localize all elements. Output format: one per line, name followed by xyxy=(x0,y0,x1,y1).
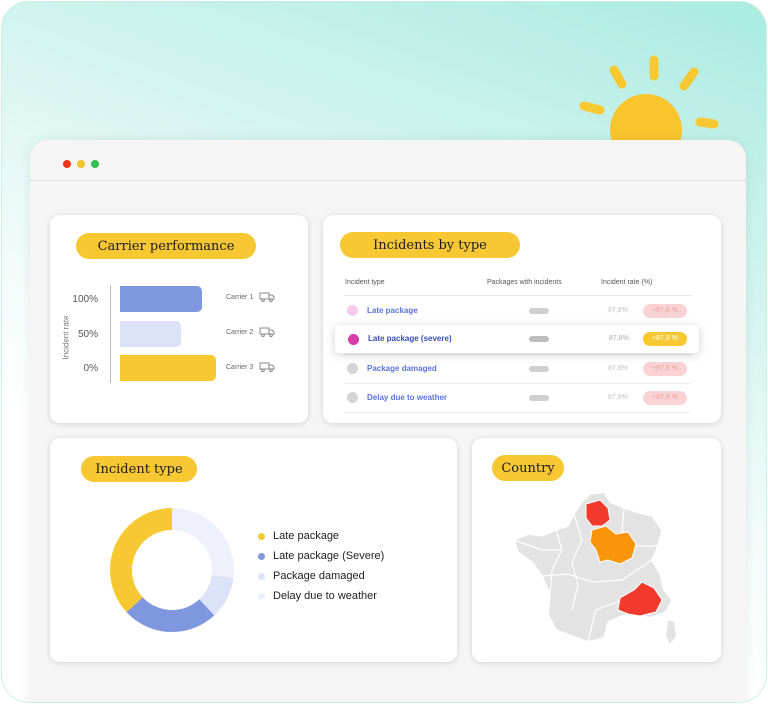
close-window-dot[interactable] xyxy=(63,160,71,168)
legend-dot xyxy=(258,572,265,580)
country-card: Country xyxy=(472,438,721,662)
legend-dot xyxy=(258,532,265,540)
legend-label: Delay due to weather xyxy=(273,590,377,602)
column-header: Incident rate (%) xyxy=(601,279,653,286)
legend-item: Late package xyxy=(258,530,339,542)
centre-val-de-loire-region xyxy=(589,525,637,565)
incident-name: Delay due to weather xyxy=(367,393,448,402)
legend-label: Late package xyxy=(273,530,340,542)
column-header: Incident type xyxy=(345,279,385,286)
incident-value: 87,8% xyxy=(608,394,628,401)
donut-slice[interactable] xyxy=(110,508,234,632)
card-title: Incidents by type xyxy=(340,232,520,258)
tick-label: 100% xyxy=(72,294,98,305)
incident-name: Late package xyxy=(367,306,418,315)
carrier-name: Carrier 3 xyxy=(226,363,254,371)
incident-name: Package damaged xyxy=(367,364,437,373)
incidents-by-type-card: Incidents by type Incident type Packages… xyxy=(323,215,721,423)
legend-dot xyxy=(258,592,265,600)
y-axis-line xyxy=(110,285,111,383)
card-title: Incident type xyxy=(81,456,197,482)
carrier-performance-card: Carrier performance Incident rate 100% 5… xyxy=(50,215,308,423)
incident-value: 87,8% xyxy=(609,335,629,342)
legend-label: Package damaged xyxy=(273,570,365,582)
incident-value: 87,8% xyxy=(608,365,628,372)
packages-placeholder xyxy=(529,336,549,342)
carrier-bar[interactable] xyxy=(120,355,216,381)
carrier-label: Carrier 1 xyxy=(226,292,275,302)
table-row[interactable]: Late package 87,8% +87,8 % xyxy=(345,297,691,326)
rate-badge: +87,8 % xyxy=(643,362,687,376)
packages-placeholder xyxy=(529,308,549,314)
france-map xyxy=(513,491,676,644)
donut-chart xyxy=(110,508,234,632)
minimize-window-dot[interactable] xyxy=(77,160,85,168)
rate-badge: +87,8 % xyxy=(643,332,687,346)
truck-icon xyxy=(259,327,275,337)
corsica-region xyxy=(666,620,676,644)
carrier-bar[interactable] xyxy=(120,286,202,312)
late-package-icon xyxy=(347,305,358,316)
carrier-label: Carrier 3 xyxy=(226,362,275,372)
highlighted-table-row[interactable]: Late package (severe) 87,8% +87,8 % xyxy=(335,325,699,353)
app-window: Carrier performance Incident rate 100% 5… xyxy=(30,140,746,702)
truck-icon xyxy=(259,362,275,372)
table-row[interactable]: Package damaged 87,8% +87,8 % xyxy=(345,355,691,384)
column-header: Packages with incidents xyxy=(487,279,562,286)
packages-placeholder xyxy=(529,366,549,372)
carrier-name: Carrier 2 xyxy=(226,328,254,336)
donut-slice[interactable] xyxy=(110,508,234,632)
tick-label: 50% xyxy=(77,329,98,340)
card-title: Country xyxy=(492,455,564,481)
legend-item: Late package (Severe) xyxy=(258,550,384,562)
header-divider xyxy=(345,295,691,296)
severe-late-package-icon xyxy=(348,334,359,345)
card-title: Carrier performance xyxy=(76,233,256,259)
table-row[interactable]: Delay due to weather 87,8% +87,8 % xyxy=(345,384,691,413)
incident-type-card: Incident type Late package Late package … xyxy=(50,438,457,662)
rate-badge: +87,8 % xyxy=(643,391,687,405)
carrier-name: Carrier 1 xyxy=(226,293,254,301)
carrier-bar[interactable] xyxy=(120,321,181,347)
legend-item: Package damaged xyxy=(258,570,365,582)
legend-label: Late package (Severe) xyxy=(273,550,385,562)
truck-icon xyxy=(259,292,275,302)
legend-item: Delay due to weather xyxy=(258,590,377,602)
table-row[interactable] xyxy=(345,326,691,355)
ile-de-france-region xyxy=(585,499,611,527)
carrier-label: Carrier 2 xyxy=(226,327,275,337)
packages-placeholder xyxy=(529,395,549,401)
incident-name: Late package (severe) xyxy=(368,334,452,343)
rate-badge: +87,8 % xyxy=(643,304,687,318)
tick-label: 0% xyxy=(83,363,98,374)
legend-dot xyxy=(258,552,265,560)
window-titlebar xyxy=(30,140,746,181)
package-damaged-icon xyxy=(347,363,358,374)
maximize-window-dot[interactable] xyxy=(91,160,99,168)
provence-region xyxy=(617,581,663,617)
weather-delay-icon xyxy=(347,392,358,403)
incident-value: 87,8% xyxy=(608,307,628,314)
